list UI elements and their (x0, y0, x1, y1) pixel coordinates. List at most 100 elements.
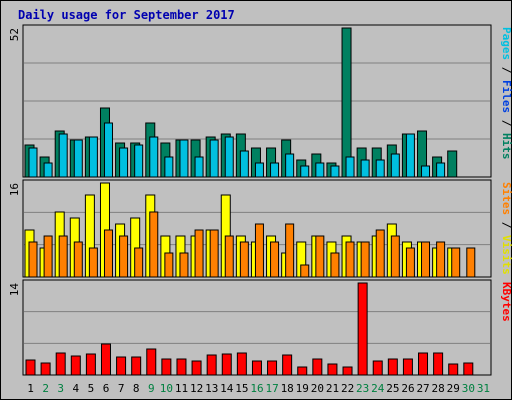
bar-pages-4 (73, 139, 83, 178)
bar-kbytes-17 (267, 360, 278, 376)
x-tick-label: 15 (235, 382, 248, 395)
bar-kbytes-24 (372, 360, 383, 376)
bar-sites-14 (224, 235, 234, 278)
bar-pages-9 (149, 136, 159, 178)
panel-kbytes: 14 KBytes (8, 279, 512, 376)
bar-kbytes-18 (282, 354, 293, 376)
x-tick-label: 26 (401, 382, 414, 395)
legend-part: Files (500, 80, 512, 113)
bar-kbytes-10 (161, 358, 172, 376)
bar-sites-6 (103, 229, 113, 278)
x-tick-label: 8 (133, 382, 140, 395)
x-tick-label: 3 (57, 382, 64, 395)
x-tick-label: 23 (356, 382, 369, 395)
x-tick-label: 11 (175, 382, 188, 395)
x-tick-label: 2 (42, 382, 49, 395)
bar-kbytes-16 (251, 360, 262, 376)
bar-kbytes-25 (387, 358, 398, 376)
bar-sites-9 (149, 211, 159, 278)
bar-kbytes-30 (463, 362, 474, 376)
x-tick-label: 21 (326, 382, 339, 395)
legend-part: / (500, 215, 512, 235)
bar-pages-22 (345, 156, 355, 178)
bar-kbytes-22 (342, 366, 353, 376)
bar-kbytes-4 (70, 355, 81, 376)
bar-pages-16 (254, 162, 264, 178)
bar-kbytes-8 (131, 356, 142, 376)
legend-part: / (500, 113, 512, 133)
bar-sites-19 (300, 264, 310, 278)
bar-sites-5 (88, 247, 98, 278)
x-tick-label: 16 (250, 382, 263, 395)
axis-legend: Sites / Visits (500, 182, 512, 275)
bar-sites-2 (43, 235, 53, 278)
bar-sites-20 (315, 235, 325, 278)
x-tick-label: 30 (462, 382, 475, 395)
x-tick-label: 24 (371, 382, 385, 395)
bar-sites-27 (421, 241, 431, 278)
panel-hits-files-pages: 52 Pages / Files / Hits (8, 24, 512, 178)
panel-visits-sites: 16 Sites / Visits (8, 179, 512, 278)
x-tick-label: 12 (190, 382, 203, 395)
bar-pages-11 (179, 139, 189, 178)
bar-pages-6 (103, 122, 113, 178)
bar-pages-1 (28, 147, 38, 178)
bar-kbytes-28 (433, 352, 444, 376)
x-tick-label: 28 (432, 382, 445, 395)
bar-sites-13 (209, 229, 219, 278)
bar-pages-14 (224, 136, 234, 178)
bar-kbytes-5 (85, 353, 96, 376)
bar-sites-15 (239, 241, 249, 278)
bar-sites-1 (28, 241, 38, 278)
bar-kbytes-1 (25, 359, 36, 376)
legend-part: Visits (500, 235, 512, 275)
bar-kbytes-27 (418, 352, 429, 376)
axis-legend: KBytes (500, 282, 512, 322)
bar-sites-23 (360, 241, 370, 278)
bar-kbytes-12 (191, 360, 202, 376)
x-tick-label: 14 (220, 382, 234, 395)
bar-pages-21 (330, 165, 340, 178)
bar-sites-17 (270, 241, 280, 278)
bar-pages-25 (390, 153, 400, 178)
bar-pages-8 (134, 144, 144, 178)
bar-sites-18 (285, 223, 295, 278)
x-tick-label: 9 (148, 382, 155, 395)
bar-sites-29 (451, 247, 461, 278)
bar-pages-3 (58, 133, 68, 178)
legend-part: Pages (500, 27, 512, 60)
bar-pages-28 (436, 162, 446, 178)
bar-pages-23 (360, 159, 370, 178)
x-tick-label: 17 (265, 382, 278, 395)
bar-kbytes-26 (402, 358, 413, 376)
bar-sites-12 (194, 229, 204, 278)
bar-kbytes-2 (40, 362, 51, 376)
x-tick-label: 6 (103, 382, 110, 395)
y-max-label: 14 (8, 283, 21, 297)
x-tick-label: 13 (205, 382, 218, 395)
chart-title: Daily usage for September 2017 (18, 8, 235, 22)
y-max-label: 16 (8, 183, 21, 196)
bar-kbytes-20 (312, 358, 323, 376)
bar-kbytes-21 (327, 363, 338, 376)
bar-hits-22 (341, 27, 352, 178)
x-tick-label: 5 (88, 382, 95, 395)
bar-sites-10 (164, 252, 174, 278)
x-tick-label: 25 (386, 382, 399, 395)
bar-sites-16 (254, 223, 264, 278)
y-max-label: 52 (8, 28, 21, 41)
x-tick-label: 4 (73, 382, 80, 395)
bar-sites-4 (73, 241, 83, 278)
x-tick-label: 20 (311, 382, 324, 395)
bar-sites-24 (375, 229, 385, 278)
bar-sites-26 (405, 247, 415, 278)
legend-part: / (500, 60, 512, 80)
bar-kbytes-6 (100, 343, 111, 376)
bar-kbytes-7 (116, 356, 127, 376)
bar-sites-11 (179, 252, 189, 278)
bar-pages-17 (270, 162, 280, 178)
bar-sites-22 (345, 241, 355, 278)
x-tick-label: 7 (118, 382, 125, 395)
bar-sites-30 (466, 247, 476, 278)
